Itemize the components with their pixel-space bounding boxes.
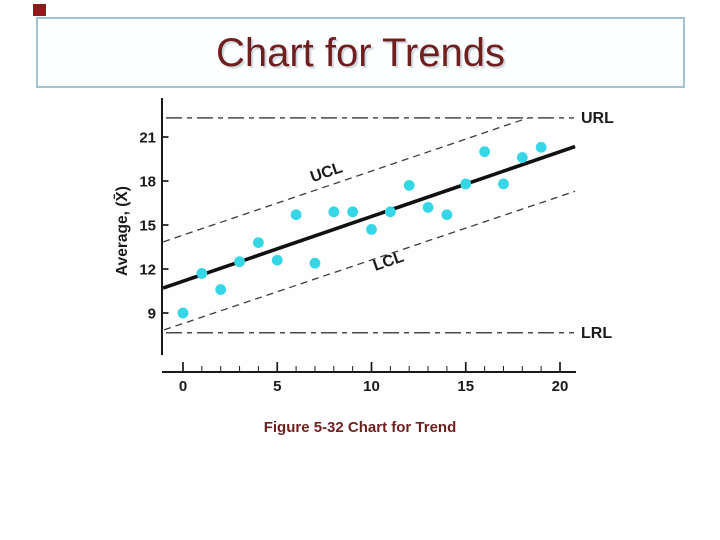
data-point bbox=[290, 209, 302, 221]
y-tick-label: 18 bbox=[139, 174, 156, 191]
lcl-line bbox=[163, 190, 576, 331]
y-axis-ticks bbox=[162, 136, 169, 314]
data-point bbox=[535, 141, 547, 153]
data-point bbox=[479, 146, 490, 158]
y-tick-label: 15 bbox=[139, 218, 156, 235]
ucl-line bbox=[162, 117, 529, 243]
figure-caption: Figure 5-32 Chart for Trend bbox=[263, 419, 457, 436]
trend-line bbox=[162, 144, 576, 290]
lrl-label: LRL bbox=[581, 325, 612, 342]
data-points bbox=[177, 141, 547, 319]
slide-title: Chart for Trends bbox=[215, 31, 505, 75]
x-axis-ticks bbox=[182, 362, 561, 372]
data-point bbox=[347, 206, 359, 218]
data-point bbox=[498, 178, 509, 190]
x-tick-label: 10 bbox=[363, 378, 380, 395]
data-point bbox=[253, 237, 264, 249]
y-tick-label: 21 bbox=[139, 130, 156, 147]
lcl-label: LCL bbox=[371, 249, 406, 275]
data-point bbox=[328, 206, 340, 218]
y-tick-label: 9 bbox=[148, 306, 156, 323]
data-point bbox=[366, 224, 377, 235]
trend-chart: 0 5 10 15 20 9 12 15 18 21 Average, (X̄) URL LRL… bbox=[113, 98, 614, 395]
y-tick-label: 12 bbox=[139, 262, 156, 279]
data-point bbox=[196, 268, 208, 279]
data-point bbox=[234, 256, 245, 268]
data-point bbox=[271, 254, 283, 266]
data-point bbox=[460, 178, 472, 190]
x-tick-label: 20 bbox=[552, 378, 569, 395]
data-point bbox=[441, 209, 453, 221]
x-tick-label: 0 bbox=[179, 378, 187, 395]
title-box: Chart for Trends bbox=[36, 17, 685, 88]
data-point bbox=[516, 152, 528, 163]
y-axis-tick-labels: 9 12 15 18 21 bbox=[139, 130, 156, 323]
data-point bbox=[215, 284, 227, 295]
x-tick-label: 5 bbox=[273, 378, 281, 395]
slide-corner-marker bbox=[33, 4, 46, 16]
y-axis-title: Average, (X̄) bbox=[113, 186, 131, 276]
data-point bbox=[403, 180, 415, 191]
x-axis-tick-labels: 0 5 10 15 20 bbox=[179, 378, 569, 395]
chart-figure: 0 5 10 15 20 9 12 15 18 21 Average, (X̄) URL LRL… bbox=[100, 90, 620, 400]
data-point bbox=[309, 257, 321, 269]
url-label: URL bbox=[581, 110, 614, 127]
data-point bbox=[177, 307, 189, 319]
x-tick-label: 15 bbox=[457, 378, 474, 395]
data-point bbox=[384, 206, 396, 218]
data-point bbox=[422, 202, 434, 213]
